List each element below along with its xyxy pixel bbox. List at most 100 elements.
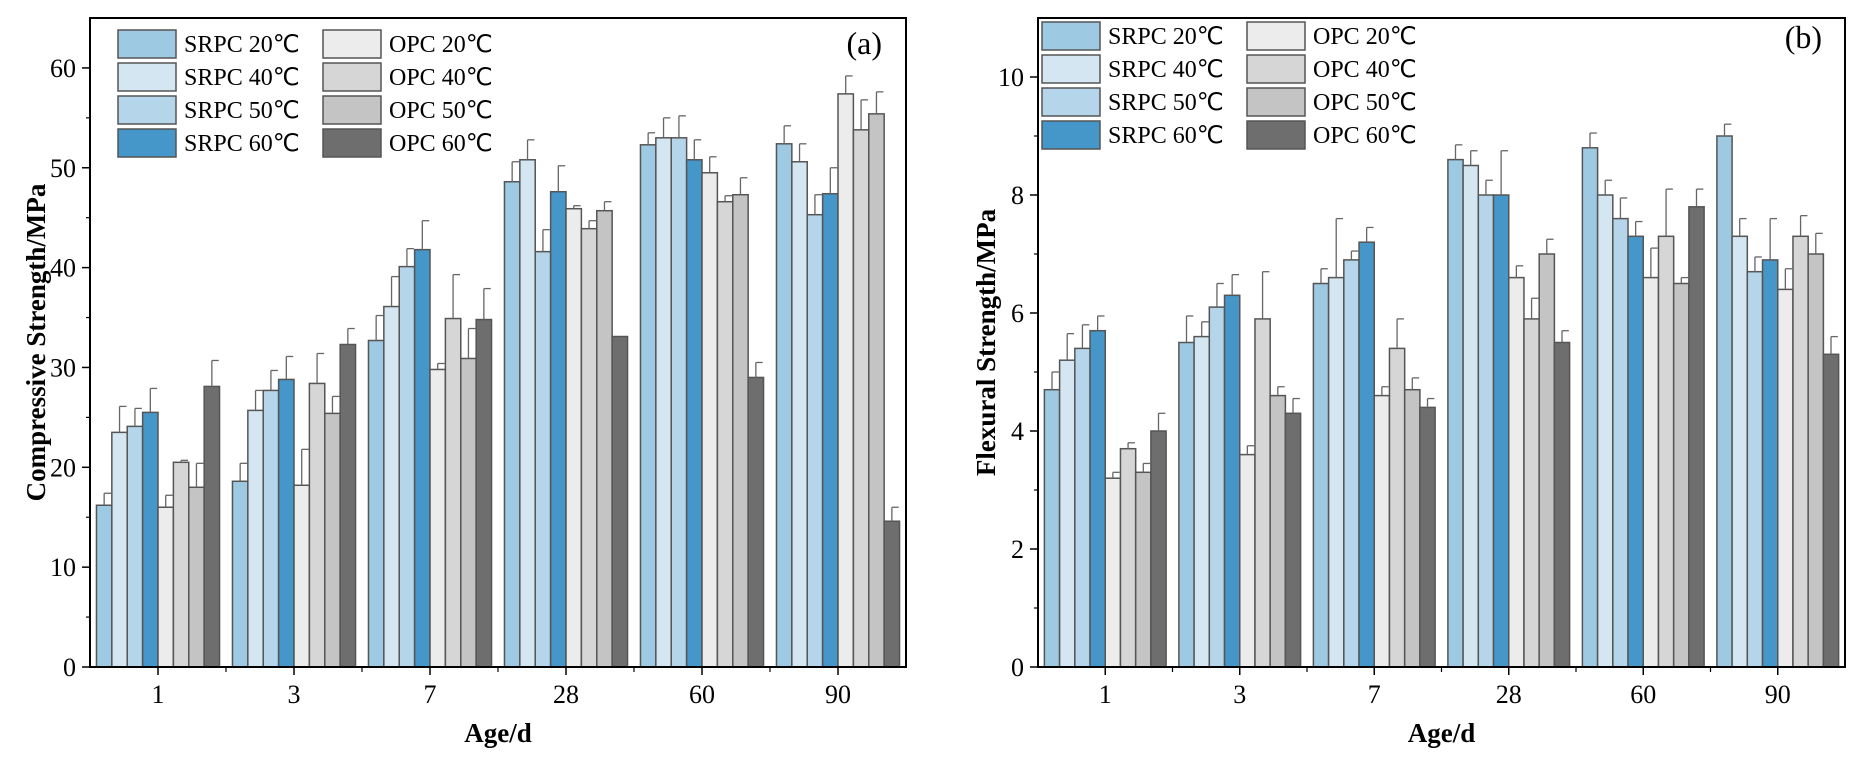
chart-panel-1: 0 10 20 30 40 50 60 1 3 7 28 60 90 Age/d Compressive S…: [21, 17, 907, 748]
bar: [1657, 235, 1675, 668]
bar: [1193, 335, 1211, 668]
legend-label: SRPC 60℃: [184, 131, 300, 157]
x-tick-label: 28: [553, 680, 579, 709]
x-tick-label: 90: [1765, 680, 1791, 709]
plot-frame: [1037, 17, 1846, 668]
legend: SRPC 20℃ SRPC 40℃ SRPC 50℃ SRPC 60℃ OPC 20℃ O…: [1041, 21, 1417, 150]
bar: [1581, 147, 1599, 668]
x-axis-title: Age/d: [464, 718, 532, 748]
bar: [596, 209, 613, 668]
legend-swatch: [117, 29, 177, 59]
bar: [1403, 388, 1421, 668]
legend-label: SRPC 40℃: [184, 65, 300, 91]
bar: [565, 207, 583, 668]
bar: [639, 144, 657, 668]
bar: [1119, 447, 1137, 668]
bar: [655, 137, 672, 668]
bar: [383, 305, 400, 668]
legend: SRPC 20℃ SRPC 40℃ SRPC 50℃ SRPC 60℃ OPC 20℃ O…: [117, 29, 493, 158]
legend-swatch: [1246, 87, 1306, 117]
legend-label: SRPC 40℃: [1108, 57, 1224, 83]
bar: [716, 200, 734, 668]
bar: [1508, 276, 1525, 668]
legend-label: OPC 40℃: [1313, 57, 1417, 83]
bar: [1134, 471, 1152, 668]
legend-label: OPC 60℃: [389, 131, 493, 157]
bar: [1223, 294, 1241, 668]
legend-label: SRPC 20℃: [1108, 24, 1224, 50]
legend-label: SRPC 50℃: [1108, 90, 1224, 116]
bar: [262, 389, 280, 668]
bar: [868, 113, 885, 668]
bar: [277, 378, 295, 668]
bar: [413, 248, 431, 668]
x-tick-label: 1: [152, 680, 165, 709]
bar: [293, 484, 311, 668]
bar: [247, 409, 264, 668]
legend-swatch: [1041, 21, 1101, 51]
x-tick-label: 90: [825, 680, 851, 709]
bar: [611, 335, 629, 668]
legend-swatch: [322, 95, 382, 125]
bar: [519, 159, 536, 668]
bar: [1312, 282, 1330, 668]
y-tick-label: 20: [50, 453, 76, 482]
bar: [172, 461, 190, 668]
x-tick-label: 60: [689, 680, 715, 709]
legend-swatch: [322, 29, 382, 59]
bar: [1178, 341, 1195, 668]
bar: [1104, 477, 1122, 668]
y-tick-label: 10: [998, 63, 1024, 92]
x-tick-label: 28: [1496, 680, 1522, 709]
legend-label: OPC 20℃: [389, 32, 493, 58]
legend-swatch: [117, 128, 177, 158]
y-tick-label: 30: [50, 353, 76, 382]
bar: [1358, 241, 1375, 668]
bar: [1058, 359, 1076, 668]
y-tick-label: 50: [50, 154, 76, 183]
bar: [1642, 276, 1660, 668]
bar: [747, 376, 765, 668]
legend-swatch: [117, 62, 177, 92]
bar: [203, 385, 221, 668]
bar: [883, 520, 901, 668]
panel-tag: (b): [1785, 19, 1822, 55]
x-tick-label: 1: [1099, 680, 1112, 709]
legend-swatch: [1246, 54, 1306, 84]
bar: [188, 486, 205, 668]
bar: [1388, 347, 1406, 668]
bar: [670, 137, 688, 668]
bar: [231, 480, 249, 668]
y-axis-title: Compressive Strength/MPa: [21, 183, 51, 501]
bar: [1208, 306, 1226, 668]
bar: [1612, 217, 1629, 668]
bar: [1269, 394, 1287, 668]
bar: [837, 93, 855, 668]
bar: [534, 250, 552, 668]
bar: [1596, 194, 1614, 668]
bar: [157, 506, 175, 668]
bar: [1553, 341, 1571, 668]
bar: [141, 411, 159, 668]
bar: [1761, 259, 1779, 668]
bar: [1492, 194, 1510, 668]
bar: [95, 504, 113, 668]
legend-swatch: [1246, 120, 1306, 150]
plot-frame: [89, 17, 907, 668]
bar: [398, 265, 416, 668]
bar: [1419, 406, 1436, 668]
bar: [1523, 318, 1540, 668]
legend-label: OPC 40℃: [389, 65, 493, 91]
x-tick-label: 3: [288, 680, 301, 709]
legend-swatch: [1246, 21, 1306, 51]
bar: [429, 368, 447, 668]
bar: [1538, 253, 1556, 668]
x-tick-label: 60: [1630, 680, 1656, 709]
bar: [503, 180, 521, 668]
bar: [1343, 259, 1360, 668]
y-tick-label: 6: [1011, 299, 1024, 328]
y-tick-label: 4: [1011, 417, 1024, 446]
bar: [444, 317, 462, 668]
legend-swatch: [1041, 54, 1101, 84]
